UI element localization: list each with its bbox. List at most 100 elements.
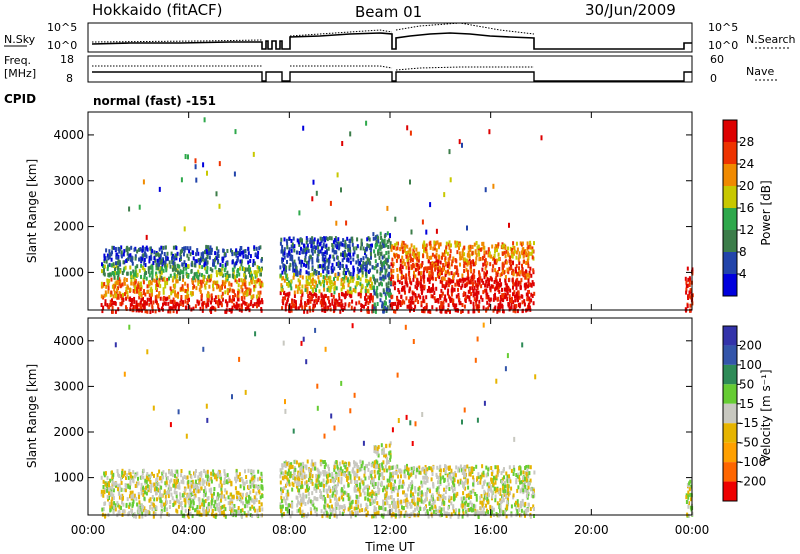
- range-cell: [487, 306, 490, 311]
- range-cell: [249, 273, 251, 278]
- range-cell: [173, 490, 176, 495]
- range-cell: [475, 302, 478, 307]
- range-cell: [140, 503, 143, 508]
- range-cell: [229, 497, 232, 502]
- range-cell: [120, 496, 123, 500]
- range-cell: [255, 484, 258, 489]
- range-cell: [432, 287, 435, 292]
- range-cell: [339, 466, 342, 471]
- range-cell: [202, 481, 205, 486]
- range-cell: [204, 261, 206, 266]
- range-cell: [293, 268, 296, 273]
- range-cell: [257, 299, 260, 303]
- range-cell: [288, 309, 291, 314]
- range-cell: [225, 490, 228, 495]
- range-cell: [154, 258, 157, 263]
- range-cell: [326, 237, 329, 242]
- range-cell: [238, 272, 241, 277]
- range-cell: [237, 293, 240, 298]
- range-cell: [519, 285, 522, 290]
- range-cell: [465, 499, 468, 504]
- range-cell: [148, 302, 151, 307]
- range-cell: [377, 510, 380, 515]
- range-cell: [393, 286, 396, 291]
- range-cell: [194, 508, 197, 513]
- range-cell: [499, 294, 502, 299]
- range-cell: [375, 495, 378, 500]
- range-cell: [231, 494, 234, 499]
- range-cell: [488, 251, 491, 256]
- range-cell: [370, 255, 372, 260]
- range-cell: [444, 249, 446, 254]
- range-cell: [320, 238, 323, 243]
- range-tick-label: 3000: [53, 174, 84, 188]
- range-cell: [250, 300, 253, 304]
- range-cell: [200, 473, 203, 478]
- range-cell: [415, 296, 418, 301]
- range-cell: [419, 284, 422, 289]
- range-cell: [133, 512, 136, 517]
- range-cell: [332, 240, 335, 245]
- range-cell: [174, 283, 177, 288]
- range-cell: [106, 495, 109, 499]
- range-cell: [218, 270, 221, 275]
- range-cell: [405, 252, 408, 256]
- range-cell: [389, 485, 392, 490]
- range-cell: [311, 281, 314, 286]
- range-cell: [256, 298, 259, 303]
- range-cell: [204, 285, 207, 290]
- range-cell: [246, 292, 249, 297]
- range-cell: [220, 490, 223, 495]
- range-cell: [688, 280, 691, 285]
- range-cell: [163, 502, 165, 507]
- range-cell: [138, 283, 141, 288]
- range-cell: [335, 298, 338, 303]
- range-cell: [162, 290, 165, 295]
- range-cell: [342, 250, 345, 255]
- range-cell: [164, 481, 167, 486]
- nsearch-trace: [91, 22, 535, 43]
- range-cell: [212, 283, 214, 288]
- range-cell: [121, 470, 124, 475]
- range-cell: [443, 252, 446, 257]
- range-cell: [485, 272, 487, 277]
- range-cell: [304, 481, 306, 486]
- range-cell: [322, 263, 325, 268]
- range-cell: [382, 460, 385, 465]
- range-cell: [410, 243, 413, 248]
- range-cell: [498, 257, 500, 262]
- range-cell: [170, 471, 173, 476]
- range-cell: [206, 507, 209, 512]
- range-cell: [511, 271, 514, 276]
- range-cell: [378, 468, 381, 473]
- range-cell: [246, 267, 249, 272]
- range-cell: [239, 492, 242, 497]
- range-cell: [160, 275, 163, 280]
- range-cell: [406, 283, 409, 288]
- range-cell: [325, 471, 328, 476]
- range-cell: [494, 249, 496, 254]
- range-cell: [150, 489, 152, 493]
- range-cell: [483, 250, 486, 255]
- range-cell: [417, 263, 420, 268]
- range-cell: [188, 249, 191, 254]
- range-cell: [235, 301, 238, 306]
- range-cell: [111, 496, 114, 501]
- range-cell: [260, 502, 263, 507]
- range-cell: [327, 246, 330, 251]
- range-cell: [337, 241, 340, 246]
- range-cell: [284, 307, 287, 312]
- range-cell: [119, 279, 122, 284]
- range-cell: [390, 262, 393, 267]
- range-cell: [299, 268, 302, 273]
- range-cell: [199, 477, 202, 482]
- range-cell: [203, 300, 206, 305]
- range-cell: [207, 248, 210, 253]
- range-cell: [181, 513, 184, 518]
- range-cell: [495, 275, 498, 280]
- range-cell: [507, 253, 510, 258]
- range-cell: [112, 283, 115, 288]
- range-cell: [382, 239, 385, 244]
- range-cell: [424, 247, 427, 251]
- range-cell: [249, 288, 252, 293]
